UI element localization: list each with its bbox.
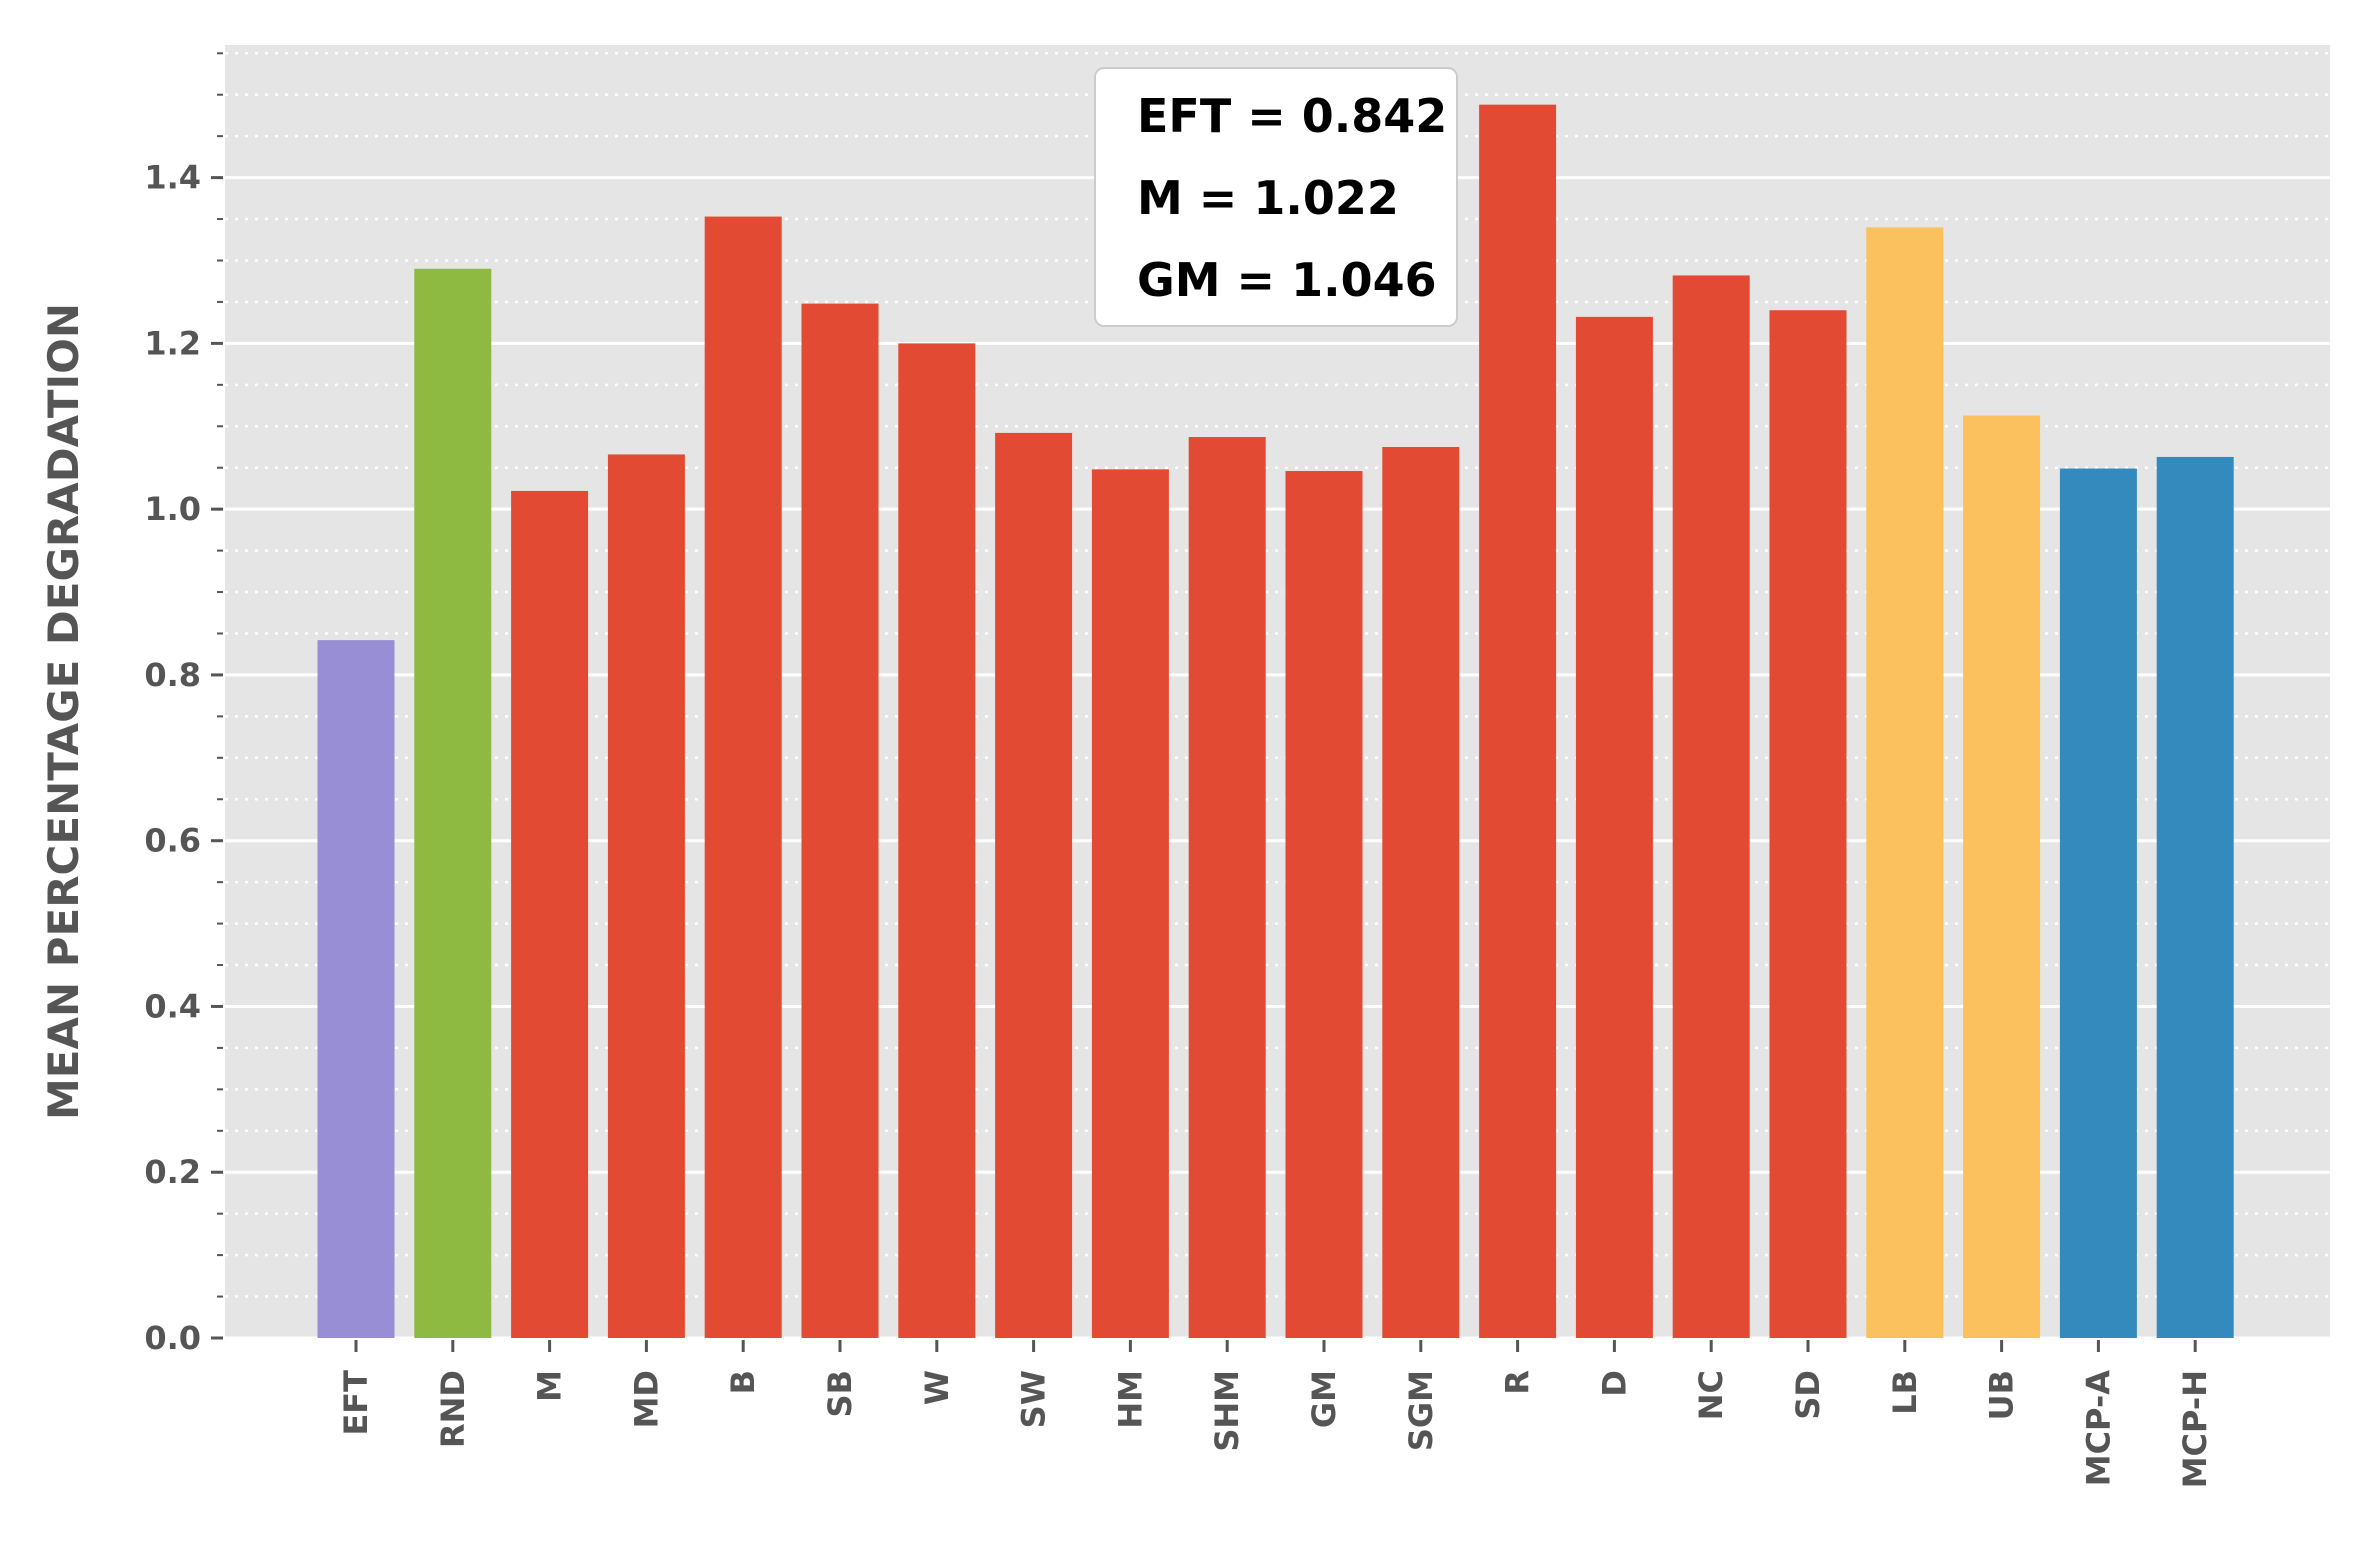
bar-sgm: [1382, 446, 1460, 1339]
bar-sb: [801, 303, 879, 1339]
bar-eft: [317, 640, 395, 1338]
bar-gm: [1285, 471, 1363, 1338]
annotation-line: EFT = 0.842: [1137, 89, 1447, 143]
x-tick-label: UB: [1983, 1370, 2021, 1420]
y-tick-label: 0.4: [144, 987, 201, 1025]
annotation-line: GM = 1.046: [1137, 253, 1437, 307]
y-tick-label: 1.2: [144, 324, 201, 362]
y-tick-label: 0.0: [144, 1319, 201, 1357]
bars: [317, 104, 2234, 1339]
bar-sw: [995, 432, 1073, 1338]
x-tick-label: GM: [1305, 1370, 1343, 1428]
y-axis: 0.0 0.2 0.4 0.6 0.8 1.0 1.2 1.4: [144, 52, 223, 1357]
x-tick-label: SHM: [1208, 1370, 1246, 1452]
y-tick-label: 0.2: [144, 1153, 201, 1191]
bar-d: [1575, 316, 1653, 1338]
y-tick-label: 0.8: [144, 656, 201, 694]
bar-md: [607, 454, 685, 1338]
annotation-box: [1094, 67, 1458, 327]
bar-mcp-a: [2059, 468, 2137, 1338]
bar-mcp-h: [2156, 456, 2234, 1338]
x-tick-label: HM: [1111, 1370, 1149, 1429]
summary-annotation: EFT = 0.842 M = 1.022 GM = 1.046: [1094, 67, 1458, 327]
bar-ub: [1963, 415, 2041, 1338]
x-tick-label: SB: [821, 1370, 859, 1417]
x-tick-label: EFT: [337, 1370, 375, 1436]
x-tick-label: MCP-A: [2079, 1370, 2117, 1487]
x-tick-label: SD: [1789, 1370, 1827, 1420]
x-tick-label: LB: [1886, 1370, 1924, 1415]
x-tick-label: MCP-H: [2176, 1370, 2214, 1488]
x-tick-label: RND: [434, 1370, 472, 1448]
x-tick-label: W: [918, 1370, 956, 1405]
x-tick-label: MD: [627, 1370, 665, 1428]
x-tick-label: NC: [1692, 1370, 1730, 1420]
bar-b: [704, 216, 782, 1338]
x-tick-label: B: [724, 1370, 762, 1394]
bar-hm: [1091, 469, 1169, 1338]
annotation-line: M = 1.022: [1137, 171, 1399, 225]
y-tick-label: 0.6: [144, 822, 201, 860]
y-axis-title: MEAN PERCENTAGE DEGRADATION: [39, 303, 88, 1120]
bar-w: [898, 343, 976, 1338]
x-tick-label: D: [1595, 1370, 1633, 1397]
x-tick-label: SGM: [1402, 1370, 1440, 1451]
y-tick-label: 1.0: [144, 490, 201, 528]
x-tick-label: R: [1499, 1370, 1537, 1395]
bar-shm: [1188, 437, 1266, 1339]
bar-r: [1479, 104, 1557, 1339]
x-tick-label: SW: [1015, 1370, 1053, 1428]
y-tick-label: 1.4: [144, 159, 201, 197]
bar-lb: [1866, 227, 1944, 1338]
bar-nc: [1672, 275, 1750, 1339]
bar-sd: [1769, 310, 1847, 1339]
bar-rnd: [414, 268, 492, 1338]
bar-m: [511, 490, 589, 1339]
x-axis: EFT RND M MD B SB W SW HM SHM GM SGM R D NC SD LB UB MCP-A…: [337, 1340, 2214, 1488]
x-tick-label: M: [531, 1370, 569, 1402]
